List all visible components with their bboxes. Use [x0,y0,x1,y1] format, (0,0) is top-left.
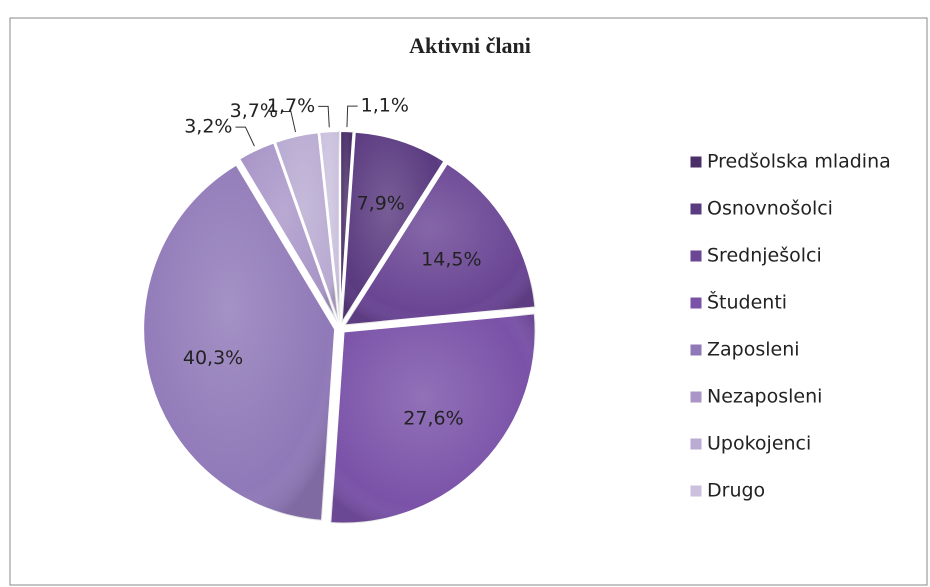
legend-swatch [689,296,703,310]
legend-label: Predšolska mladina [707,151,891,173]
data-label: 7,9% [357,192,405,214]
legend-swatch [689,390,703,404]
legend-label: Srednješolci [707,245,822,267]
legend-label: Drugo [707,480,765,502]
legend-label: Študenti [707,290,787,314]
leader-line [318,105,330,128]
legend-swatch [689,202,703,216]
legend-label: Osnovnošolci [707,198,833,220]
legend-swatch [689,343,703,357]
chart-title: Aktivni člani [409,33,531,58]
legend-swatch [689,155,703,169]
legend-swatch [689,437,703,451]
data-label: 40,3% [183,347,243,369]
data-label: 3,2% [184,116,232,138]
legend-label: Upokojenci [707,433,811,455]
legend-label: Zaposleni [707,339,800,361]
leader-line [346,105,358,128]
legend-label: Nezaposleni [707,386,822,408]
leader-line [235,126,255,147]
data-label: 27,6% [403,408,463,430]
data-label: 14,5% [421,248,481,270]
legend-swatch [689,249,703,263]
data-label: 1,1% [361,95,409,117]
leader-line [280,110,297,133]
data-label: 3,7% [230,100,278,122]
legend-swatch [689,484,703,498]
data-label: 1,7% [267,95,315,117]
